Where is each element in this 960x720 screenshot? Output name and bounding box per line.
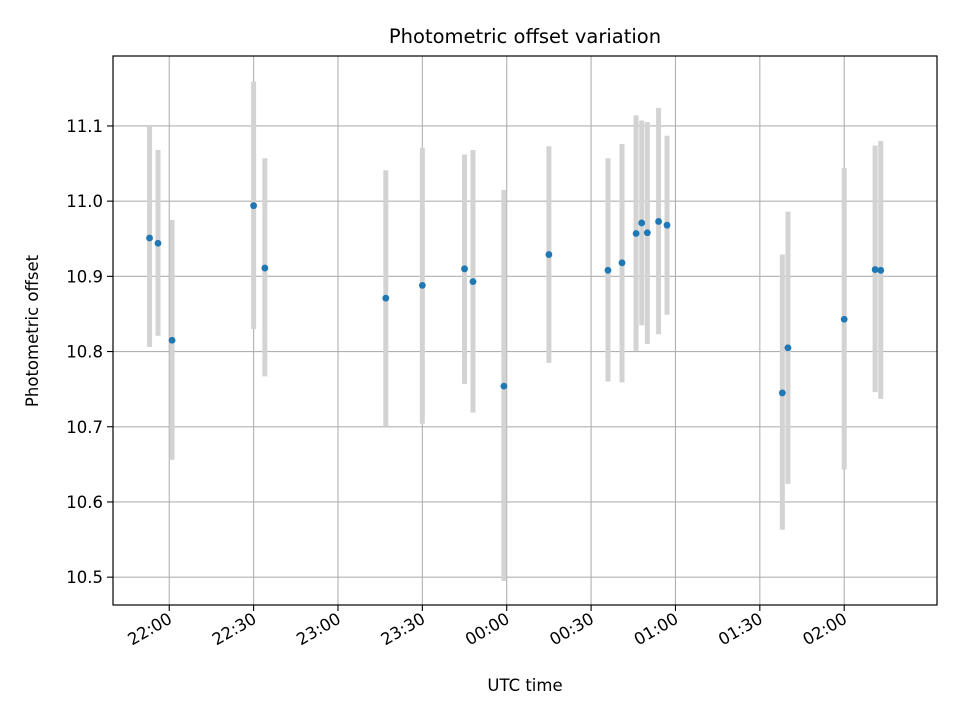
data-point [877,266,885,274]
data-point [382,294,390,302]
y-axis-label: Photometric offset [23,254,42,407]
data-point [618,259,626,267]
y-tick-label: 10.9 [66,267,103,286]
data-point [638,219,646,227]
plot-frame [112,55,938,606]
y-tick-label: 11.1 [66,117,103,136]
data-point [418,281,426,289]
y-tick-label: 10.5 [66,568,103,587]
data-point [663,221,671,229]
y-tick-label: 10.6 [66,493,103,512]
data-point [469,278,477,286]
data-point [655,218,662,225]
data-point [871,266,879,273]
data-points [146,202,885,397]
data-point [632,230,640,237]
chart-title: Photometric offset variation [389,25,661,48]
data-point [500,382,508,390]
y-tick-label: 10.7 [66,418,103,437]
data-point [250,202,258,210]
data-point [168,336,176,344]
grid [113,56,937,605]
data-point [784,344,792,352]
data-point [643,229,651,237]
data-point [154,239,162,247]
data-point [261,264,269,272]
data-point [604,266,612,274]
data-point [146,234,153,242]
data-point [461,265,468,273]
x-axis-label: UTC time [487,676,562,695]
y-axis: 10.5 10.6 10.7 10.8 10.9 11.0 11.1 [66,117,113,587]
y-tick-label: 10.8 [66,343,103,362]
y-tick-label: 11.0 [66,192,103,211]
data-point [545,251,553,258]
data-point [840,315,848,323]
data-point [778,389,786,397]
